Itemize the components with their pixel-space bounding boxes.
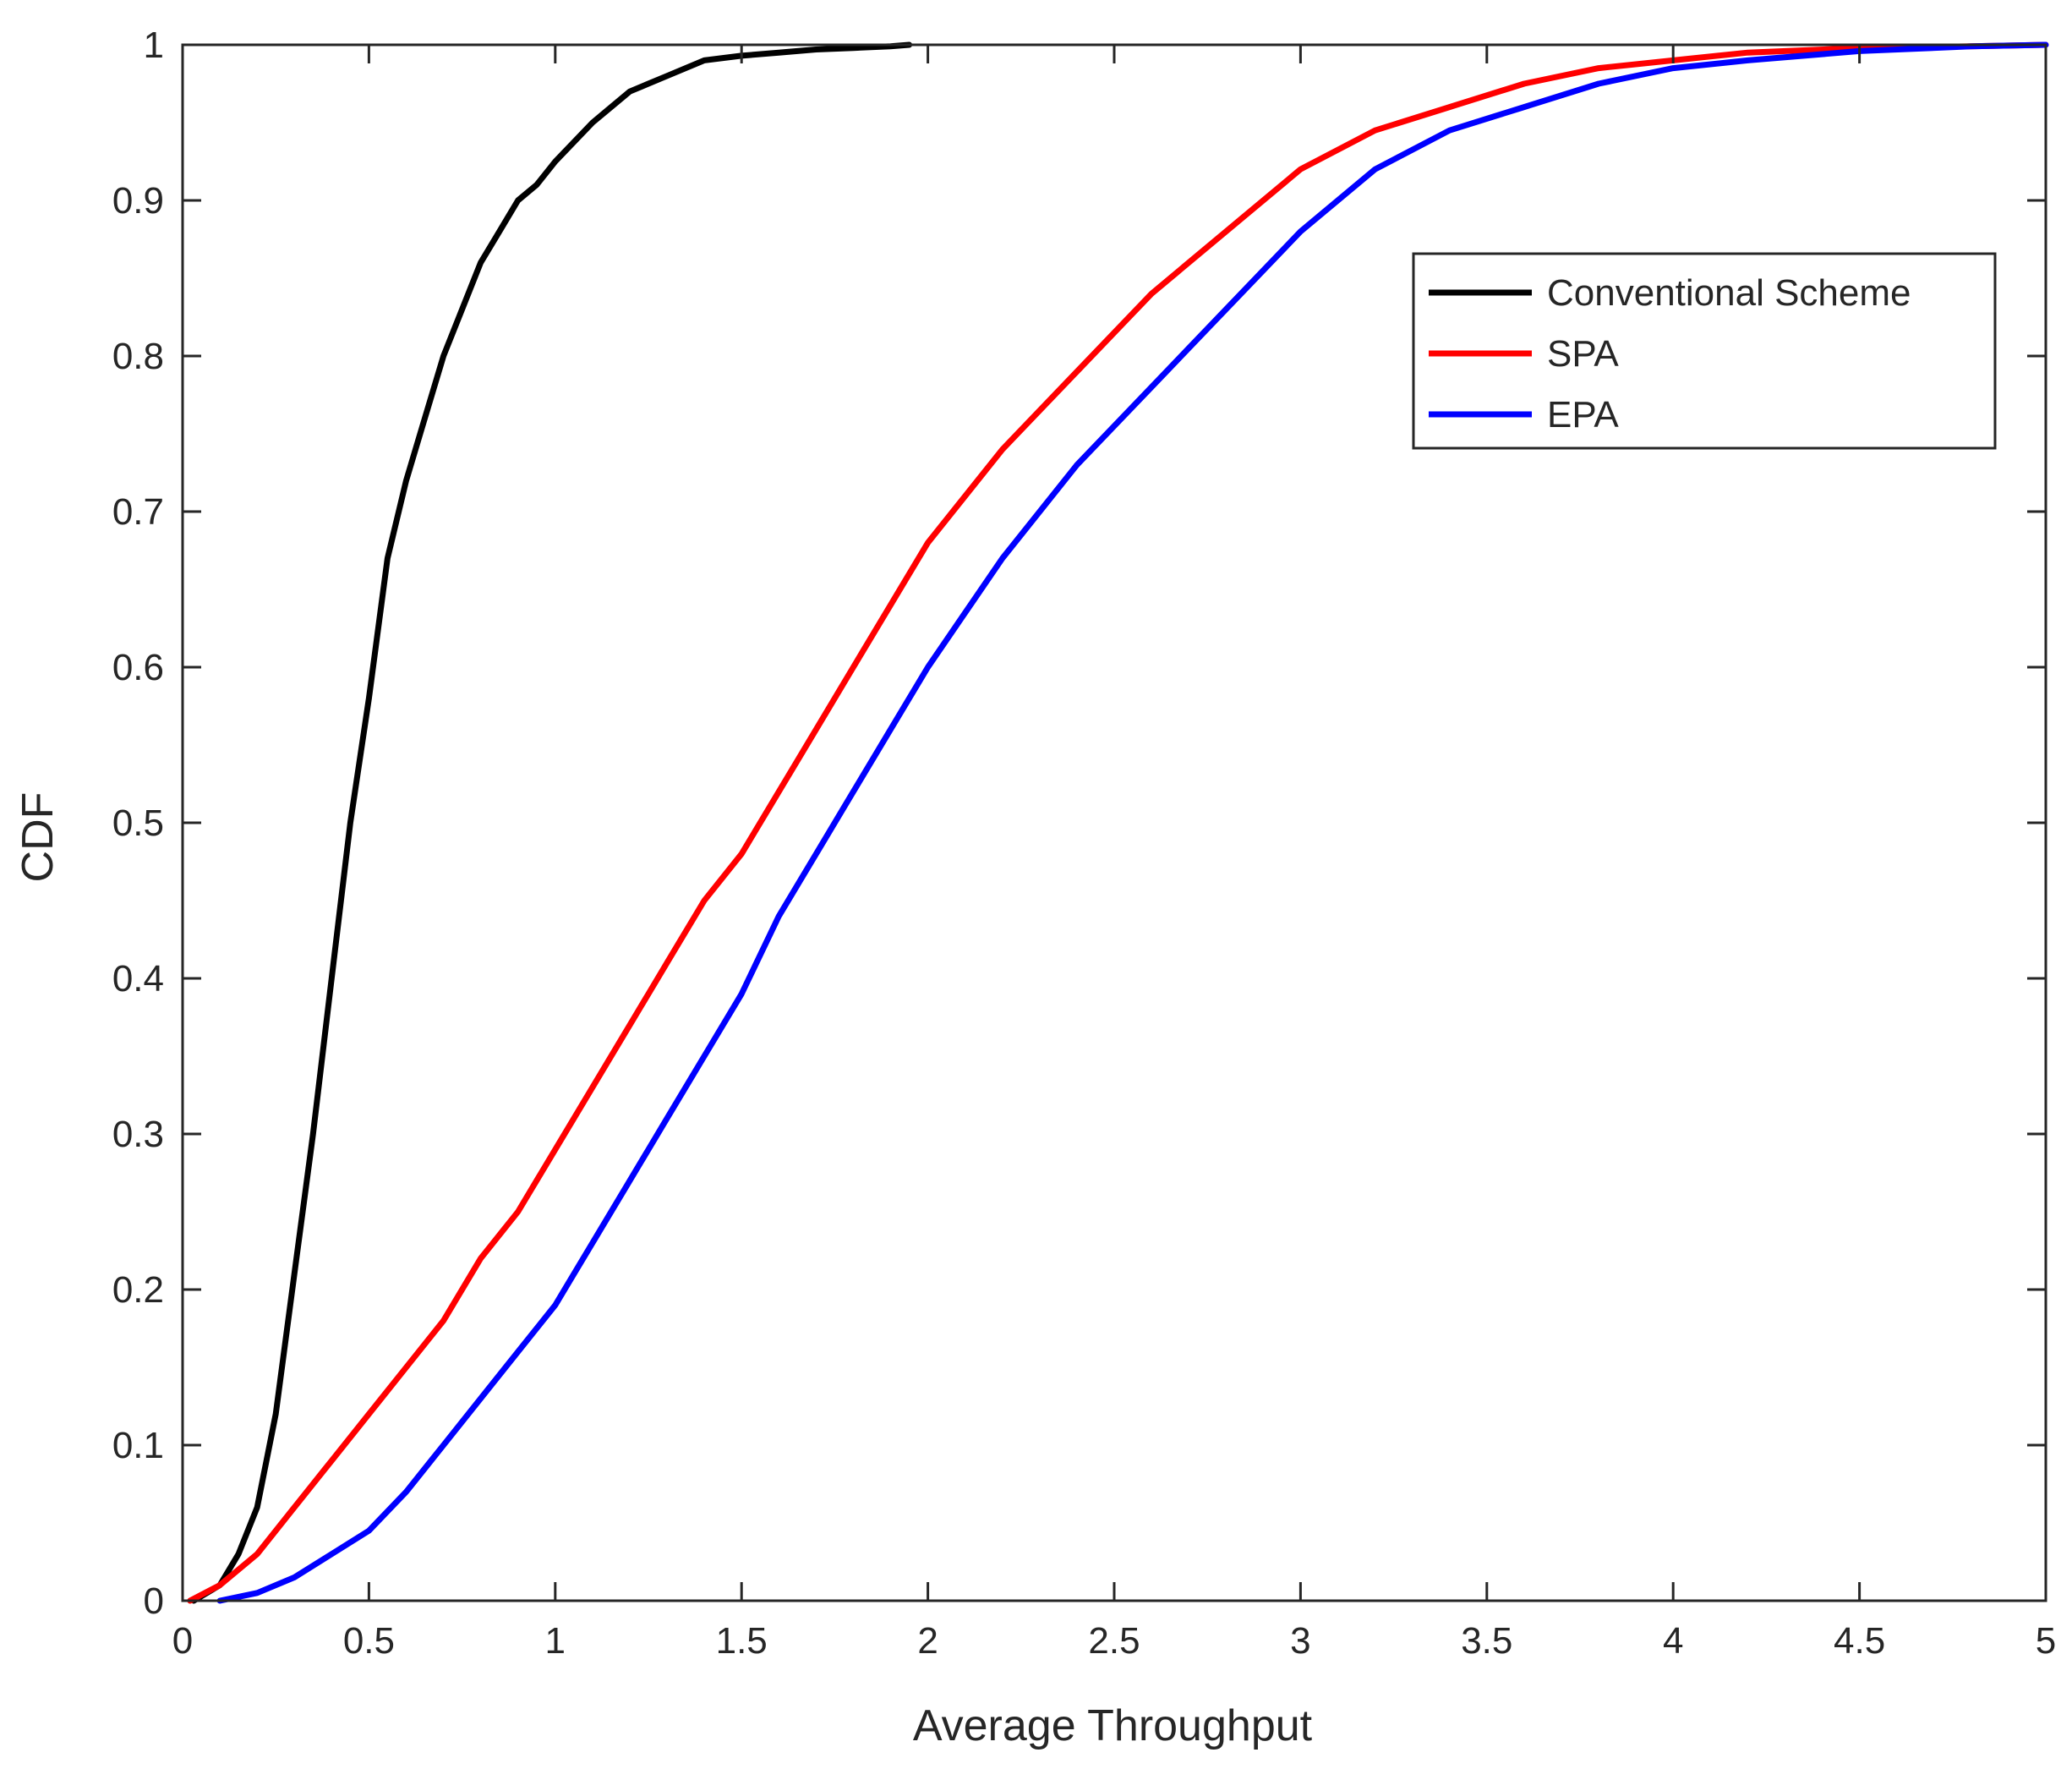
x-tick-label: 0 [172,1620,193,1662]
series-layer [187,41,2049,1604]
series-line-1 [187,41,2049,1604]
y-tick-label: 0 [144,1580,164,1622]
y-tick-label: 0.5 [112,802,164,844]
y-axis-label: CDF [14,792,63,883]
y-tick-label: 0.1 [112,1425,164,1466]
x-tick-label: 1.5 [716,1620,768,1662]
legend: Conventional Scheme SPA EPA [1412,252,1997,450]
x-tick-label: 2 [917,1620,938,1662]
y-tick-label: 1 [144,25,164,66]
y-tick-label: 0.9 [112,180,164,222]
y-tick-label: 0.6 [112,647,164,688]
x-tick-label: 4 [1663,1620,1683,1662]
x-tick-label: 1 [545,1620,566,1662]
series-line-0 [190,41,913,1604]
series-line-2 [216,41,2049,1604]
y-tick-label: 0.3 [112,1114,164,1155]
x-tick-label: 2.5 [1088,1620,1140,1662]
y-tick-label: 0.4 [112,958,164,1000]
legend-label: SPA [1547,333,1619,375]
y-tick-label: 0.7 [112,491,164,533]
x-axis-label: Average Throughput [913,1701,1313,1750]
legend-label: EPA [1547,394,1619,435]
x-tick-label: 0.5 [343,1620,395,1662]
y-tick-label: 0.8 [112,336,164,377]
x-tick-label: 5 [2036,1620,2056,1662]
x-tick-label: 3 [1290,1620,1310,1662]
axes-layer: 0 0.5 1 1.5 2 2.5 3 3.5 4 4.5 5 0 0.1 0.2 0.3 0.4 0.5 0.6… [112,25,2056,1662]
legend-label: Conventional Scheme [1547,272,1911,314]
x-tick-label: 3.5 [1461,1620,1512,1662]
y-tick-label: 0.2 [112,1269,164,1311]
x-tick-label: 4.5 [1834,1620,1885,1662]
